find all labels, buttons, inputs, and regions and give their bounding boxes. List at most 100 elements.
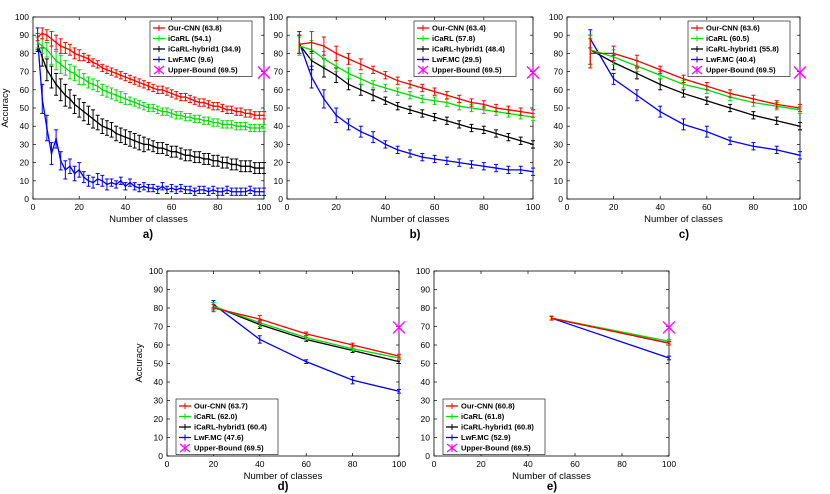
series-line <box>298 42 534 173</box>
data-point <box>409 152 411 155</box>
data-point <box>92 181 94 184</box>
data-point <box>240 165 242 168</box>
data-point <box>636 72 638 75</box>
legend: Our-CNN (63.7)iCaRL (62.0) iCaRL-hybrid1 … <box>175 398 279 455</box>
data-point <box>347 123 350 126</box>
data-point <box>433 90 436 93</box>
data-point <box>170 150 173 153</box>
x-axis-label: Number of classes <box>644 214 723 225</box>
data-point <box>73 52 76 55</box>
data-point <box>41 56 44 58</box>
data-point <box>226 123 228 126</box>
y-tick-label: 100 <box>15 12 29 22</box>
series-icarl <box>211 301 401 361</box>
data-point <box>179 152 182 155</box>
data-point <box>305 333 308 335</box>
data-point <box>110 92 113 95</box>
y-tick-label: 70 <box>554 67 564 77</box>
data-point <box>78 168 81 171</box>
data-point <box>50 152 53 155</box>
data-point <box>216 159 219 162</box>
legend: Our-CNN (63.6)iCaRL (60.5) iCaRL-hybrid1 … <box>687 20 791 77</box>
data-point <box>207 103 210 106</box>
panel-label: b) <box>410 229 421 241</box>
x-tick-label: 60 <box>570 459 580 469</box>
data-point <box>124 98 127 100</box>
data-point <box>179 187 182 189</box>
chart-panel-1: 0 20 40 60 80 100 0 10 20 30 40 50 60 70 80 90 100 Number… <box>0 12 271 241</box>
series-line <box>551 317 670 344</box>
data-point <box>189 116 191 118</box>
legend-item: iCaRL-hybrid1 (60.8) <box>446 423 534 432</box>
data-point <box>612 52 615 55</box>
data-point <box>258 318 261 320</box>
legend-label: iCaRL (54.1) <box>168 34 212 43</box>
legend-label: Our-CNN (63.7) <box>194 402 248 411</box>
data-point <box>612 77 615 80</box>
series-lwf-mc <box>297 31 535 176</box>
y-tick-label: 100 <box>549 12 563 22</box>
data-point <box>335 65 338 68</box>
y-tick-label: 0 <box>24 194 29 204</box>
legend-label: iCaRL-hybrid1 (55.8) <box>706 45 779 54</box>
data-point <box>87 57 90 60</box>
data-point <box>519 110 522 113</box>
legend: Our-CNN (63.8)iCaRL (54.1) iCaRL-hybrid1 … <box>149 20 253 77</box>
legend-label: LwF.MC (29.5) <box>432 55 482 64</box>
data-point <box>495 167 497 169</box>
data-point <box>193 99 196 102</box>
data-point <box>359 88 362 91</box>
data-point <box>775 103 778 106</box>
legend-label: Upper-Bound (69.5) <box>194 444 264 453</box>
data-point <box>212 121 215 124</box>
data-point <box>230 123 233 126</box>
data-point <box>230 163 233 166</box>
legend-label: iCaRL (61.8) <box>461 412 505 421</box>
data-point <box>147 187 150 189</box>
series-line <box>299 45 534 118</box>
data-point <box>193 190 196 193</box>
y-tick-label: 10 <box>554 176 564 186</box>
data-point <box>235 190 238 193</box>
data-point <box>73 72 76 75</box>
data-point <box>69 98 71 100</box>
data-point <box>421 112 424 115</box>
data-point <box>147 85 150 88</box>
series-our-cnn <box>549 315 671 346</box>
data-point <box>166 110 168 113</box>
y-tick-label: 60 <box>554 85 564 95</box>
data-point <box>189 189 191 191</box>
data-point <box>240 190 242 193</box>
data-point <box>372 136 374 139</box>
upper-bound-marker <box>392 320 406 334</box>
data-point <box>396 148 399 151</box>
data-point <box>433 116 436 118</box>
legend: Our-CNN (60.8)iCaRL (61.8) iCaRL-hybrid1 … <box>442 398 546 455</box>
data-point <box>258 338 261 341</box>
data-point <box>106 183 108 186</box>
legend-label: Our-CNN (60.8) <box>461 402 515 411</box>
data-point <box>495 107 497 109</box>
data-point <box>124 76 127 78</box>
data-point <box>775 119 778 122</box>
data-point <box>226 161 228 164</box>
x-tick-label: 80 <box>213 202 223 212</box>
legend-item: iCaRL-hybrid1 (48.4) <box>417 45 505 54</box>
data-point <box>249 127 252 129</box>
y-tick-label: 80 <box>274 48 284 58</box>
series-line <box>551 317 670 359</box>
data-point <box>421 98 424 100</box>
series-lwf-mc <box>588 29 802 160</box>
data-point <box>351 379 354 382</box>
data-point <box>226 189 228 191</box>
data-point <box>263 190 265 193</box>
data-point <box>156 108 159 111</box>
data-point <box>36 36 39 38</box>
data-point <box>216 190 219 193</box>
data-point <box>799 125 801 128</box>
data-point <box>175 189 178 191</box>
x-tick-label: 100 <box>662 459 676 469</box>
data-point <box>161 110 164 113</box>
data-point <box>240 110 242 113</box>
data-point <box>396 79 399 82</box>
